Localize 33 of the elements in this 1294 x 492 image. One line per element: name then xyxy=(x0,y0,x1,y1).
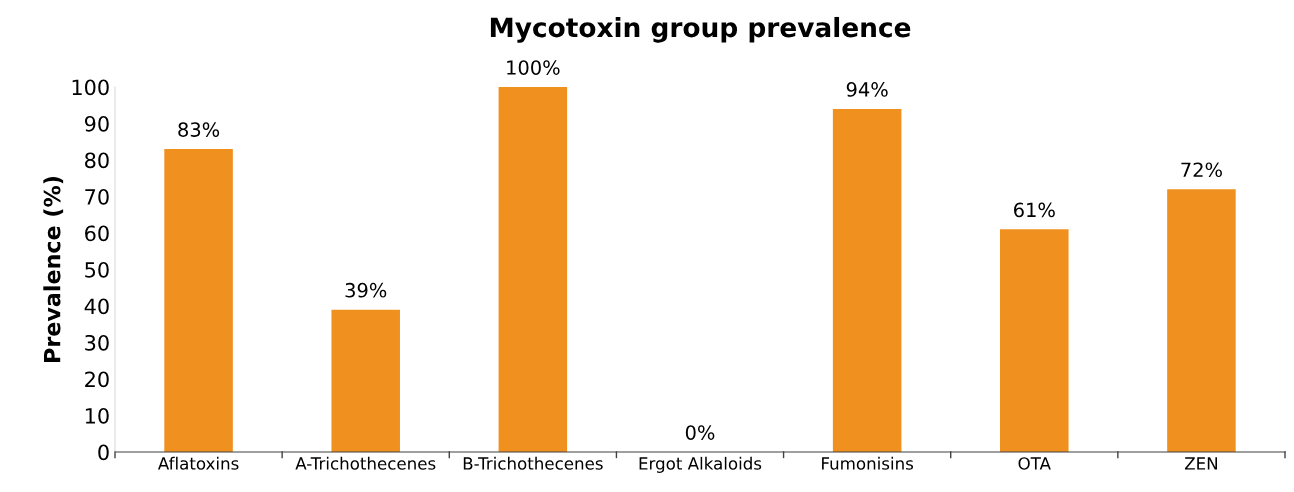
x-tick-label: B-Trichothecenes xyxy=(463,456,603,470)
data-label: 94% xyxy=(846,82,888,97)
y-tick-label: 100 xyxy=(72,79,109,96)
bar xyxy=(331,309,400,452)
y-tick-label: 10 xyxy=(85,407,109,424)
x-tick-label: A-Trichothecenes xyxy=(295,456,436,470)
y-axis-title: Prevalence (%) xyxy=(43,176,64,362)
bar xyxy=(1167,189,1236,452)
data-label: 0% xyxy=(685,425,715,440)
y-tick-label: 50 xyxy=(85,261,109,278)
bar xyxy=(832,108,902,452)
x-tick-label: Aflatoxins xyxy=(157,456,239,470)
bar xyxy=(164,149,233,452)
data-label: 72% xyxy=(1181,162,1222,178)
y-tick-label: 40 xyxy=(84,298,109,315)
data-label: 61% xyxy=(1014,202,1055,218)
y-tick-label: 0 xyxy=(98,444,109,461)
bar xyxy=(498,87,568,452)
x-tick-label: Ergot Alkaloids xyxy=(639,456,762,473)
y-tick-label: 60 xyxy=(85,225,109,242)
data-label: 100% xyxy=(507,60,560,75)
data-label: 39% xyxy=(345,282,387,298)
y-tick-label: 70 xyxy=(85,188,109,205)
chart-title: Mycotoxin group prevalence xyxy=(490,16,911,43)
x-tick-label: OTA xyxy=(1018,457,1051,470)
y-tick-label: 20 xyxy=(85,371,109,388)
y-tick-label: 80 xyxy=(85,152,109,169)
x-tick-label: Fumonisins xyxy=(822,456,914,470)
bar xyxy=(1000,229,1069,452)
x-tick-label: ZEN xyxy=(1184,457,1217,470)
y-tick-label: 30 xyxy=(85,334,109,351)
data-label: 83% xyxy=(178,122,220,137)
y-tick-label: 90 xyxy=(84,115,109,132)
